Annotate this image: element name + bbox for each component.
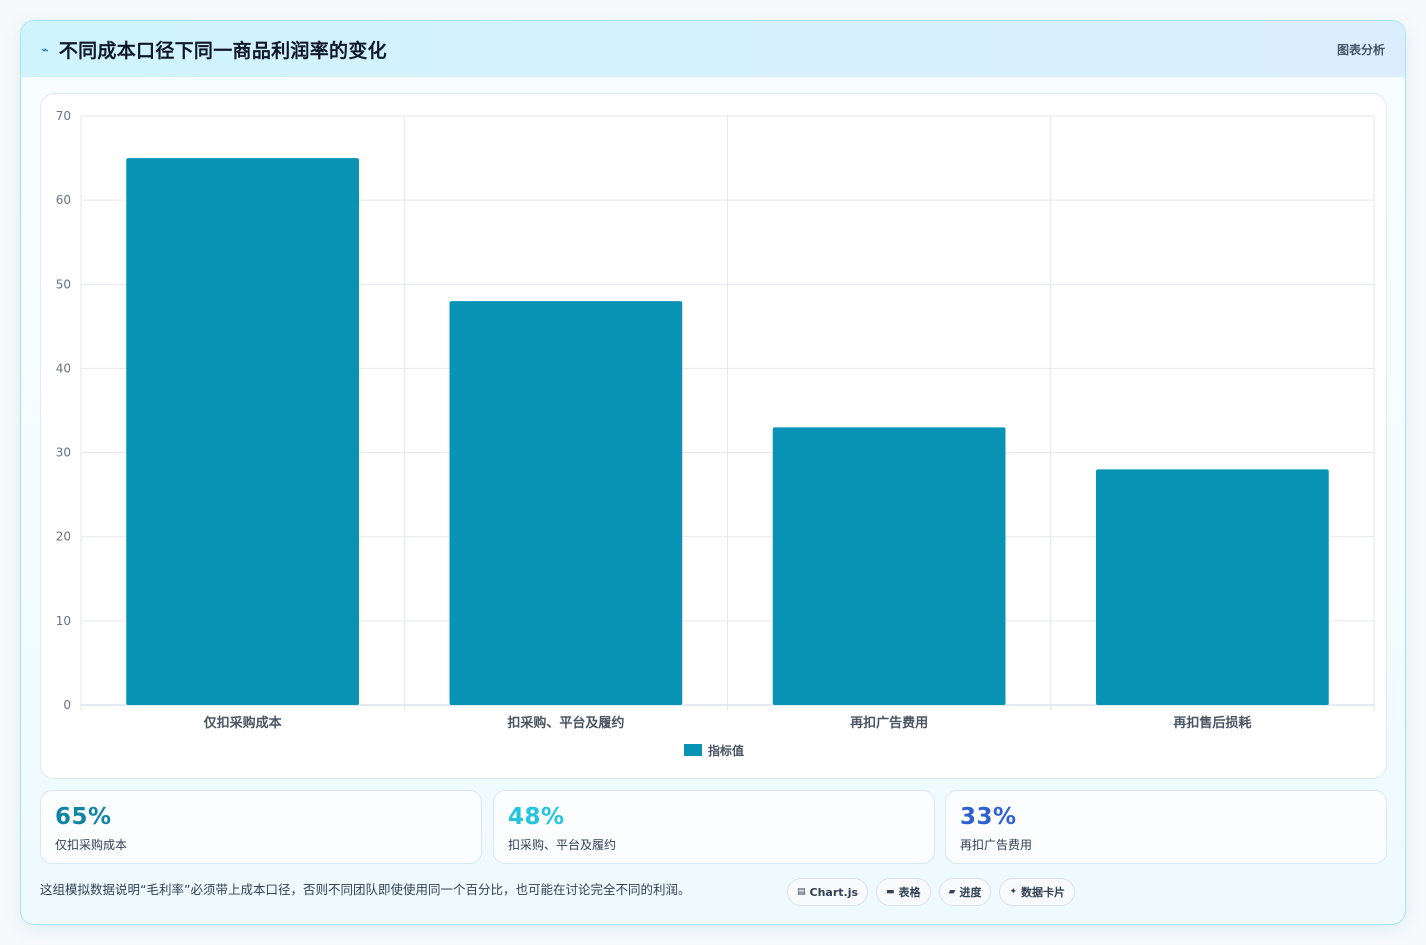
x-tick-label: 仅扣采购成本 bbox=[203, 715, 282, 731]
tag-label: Chart.js bbox=[809, 885, 859, 899]
pulse-icon: ⌁ bbox=[41, 42, 49, 58]
x-tick-label: 再扣售后损耗 bbox=[1173, 715, 1251, 731]
x-tick-label: 扣采购、平台及履约 bbox=[507, 715, 624, 731]
bar-4 bbox=[1096, 469, 1329, 705]
stat-cards: 65% 仅扣采购成本 48% 扣采购、平台及履约 33% 再扣广告费用 bbox=[40, 790, 1387, 864]
y-tick-label: 30 bbox=[56, 446, 71, 460]
tag-data-card[interactable]: ✦ 数据卡片 bbox=[999, 878, 1076, 906]
stat-card-1: 65% 仅扣采购成本 bbox=[40, 790, 482, 864]
stat-label: 仅扣采购成本 bbox=[55, 838, 128, 852]
footer: 这组模拟数据说明“毛利率”必须带上成本口径，否则不同团队即使使用同一个百分比，也… bbox=[40, 875, 1387, 911]
stat-value: 33% bbox=[960, 804, 1017, 830]
legend-swatch bbox=[684, 744, 702, 756]
table-icon: ▬ bbox=[886, 887, 895, 897]
y-tick-label: 0 bbox=[63, 698, 71, 712]
sparkle-icon: ✦ bbox=[1009, 887, 1018, 897]
stat-value: 65% bbox=[55, 804, 112, 830]
bar-2 bbox=[449, 301, 683, 705]
bar-1 bbox=[126, 158, 359, 706]
tag-label: 表格 bbox=[898, 886, 921, 899]
chart-panel: 0 10 20 30 40 50 60 70 仅扣采购成本 扣采购、平台及履约 再扣广告费用 再扣售后… bbox=[40, 93, 1387, 779]
stat-label: 扣采购、平台及履约 bbox=[508, 838, 617, 852]
y-tick-label: 10 bbox=[56, 614, 71, 628]
y-tick-label: 20 bbox=[56, 530, 71, 544]
header-left: ⌁ 不同成本口径下同一商品利润率的变化 bbox=[41, 36, 387, 63]
y-tick-label: 50 bbox=[56, 277, 71, 291]
y-tick-label: 60 bbox=[56, 193, 71, 207]
tag-label: 进度 bbox=[959, 886, 982, 899]
tag-progress[interactable]: ▰ 进度 bbox=[938, 878, 992, 906]
chart-icon: ▤ bbox=[797, 887, 806, 897]
stat-label: 再扣广告费用 bbox=[960, 838, 1033, 852]
tag-label: 数据卡片 bbox=[1021, 886, 1066, 899]
y-tick-label: 40 bbox=[56, 361, 71, 375]
header-tag: 图表分析 bbox=[1336, 42, 1385, 57]
stat-value: 48% bbox=[508, 804, 565, 830]
legend-label: 指标值 bbox=[708, 743, 744, 758]
x-tick-label: 再扣广告费用 bbox=[850, 715, 928, 731]
card-header: ⌁ 不同成本口径下同一商品利润率的变化 图表分析 bbox=[21, 21, 1405, 77]
tag-chartjs[interactable]: ▤ Chart.js bbox=[787, 878, 869, 906]
stat-card-2: 48% 扣采购、平台及履约 bbox=[493, 790, 935, 864]
tag-table[interactable]: ▬ 表格 bbox=[876, 878, 931, 906]
bar-chart: 0 10 20 30 40 50 60 70 仅扣采购成本 扣采购、平台及履约 再扣广告费用 再扣售后… bbox=[56, 109, 1375, 758]
footer-note: 这组模拟数据说明“毛利率”必须带上成本口径，否则不同团队即使使用同一个百分比，也… bbox=[40, 882, 691, 897]
y-tick-label: 70 bbox=[56, 109, 71, 123]
bar-3 bbox=[772, 427, 1006, 705]
tag-list: ▤ Chart.js ▬ 表格 ▰ 进度 ✦ 数据卡片 bbox=[787, 878, 1076, 906]
stat-card-3: 33% 再扣广告费用 bbox=[945, 790, 1387, 864]
page-title: 不同成本口径下同一商品利润率的变化 bbox=[58, 39, 387, 62]
progress-icon: ▰ bbox=[948, 887, 956, 897]
report-card: ⌁ 不同成本口径下同一商品利润率的变化 图表分析 0 10 20 30 40 50 60 70… bbox=[20, 20, 1406, 925]
